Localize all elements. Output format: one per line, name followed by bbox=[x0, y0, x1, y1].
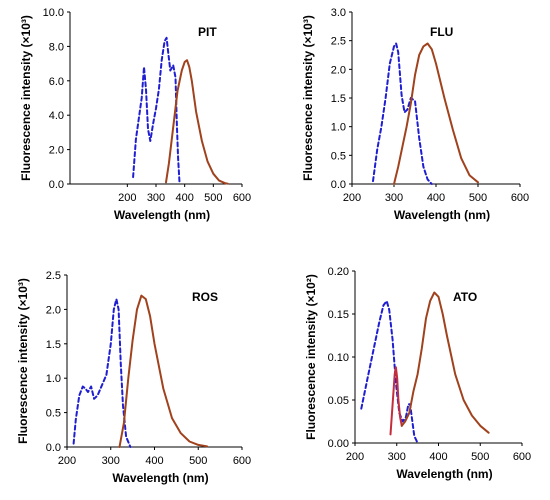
y-axis-label: Fluorescence intensity (×10³) bbox=[16, 278, 30, 444]
x-tick-label: 500 bbox=[189, 455, 207, 467]
x-tick-label: 300 bbox=[102, 455, 120, 467]
y-axis-label: Fluorescence intensity (×10³) bbox=[301, 15, 315, 181]
y-tick-label: 0.0 bbox=[49, 179, 64, 191]
excitation-line-flu bbox=[372, 42, 433, 185]
y-tick-label: 0.20 bbox=[328, 266, 349, 278]
y-axis-label: Fluorescence intensity (×10²) bbox=[304, 274, 318, 440]
x-tick-label: 200 bbox=[346, 451, 364, 463]
y-tick-label: 0.0 bbox=[46, 442, 61, 454]
x-tick-label: 200 bbox=[343, 192, 361, 204]
y-tick-label: 0.15 bbox=[328, 309, 349, 321]
x-tick-label: 600 bbox=[233, 192, 251, 204]
excitation-line-ato bbox=[360, 300, 419, 444]
x-tick-label: 600 bbox=[511, 192, 529, 204]
y-tick-label: 2.0 bbox=[46, 304, 61, 316]
y-tick-label: 1.0 bbox=[46, 373, 61, 385]
x-tick-label: 500 bbox=[469, 192, 487, 204]
y-tick-label: 1.5 bbox=[331, 93, 346, 105]
x-tick-label: 300 bbox=[388, 451, 406, 463]
y-tick-label: 0.05 bbox=[328, 395, 349, 407]
y-tick-label: 1.0 bbox=[331, 122, 346, 134]
excitation-line-ros bbox=[72, 298, 132, 448]
x-axis-label: Wavelength (nm) bbox=[396, 467, 492, 481]
x-tick-label: 300 bbox=[147, 192, 165, 204]
y-tick-label: 2.5 bbox=[46, 270, 61, 282]
y-tick-label: 0.0 bbox=[331, 179, 346, 191]
panel-pit: 0.0 2.0 4.0 6.0 8.0 10.0 200 300 400 500 600 PIT Wav… bbox=[19, 7, 251, 222]
emission-line-ros bbox=[118, 294, 208, 448]
x-tick-label: 500 bbox=[471, 451, 489, 463]
y-tick-label: 0.00 bbox=[328, 438, 349, 450]
y-tick-label: 2.5 bbox=[331, 36, 346, 48]
emission-line-pit bbox=[165, 59, 229, 185]
y-tick-label: 6.0 bbox=[49, 76, 64, 88]
y-tick-label: 2.0 bbox=[49, 145, 64, 157]
panel-title: PIT bbox=[198, 25, 217, 39]
x-tick-label: 400 bbox=[145, 455, 163, 467]
panel-flu: 0.0 0.5 1.0 1.5 2.0 2.5 3.0 200 300 400 500 600 FLU W… bbox=[301, 7, 529, 222]
x-tick-label: 300 bbox=[385, 192, 403, 204]
emission-line-ato-2 bbox=[400, 291, 490, 434]
emission-line-flu bbox=[393, 42, 479, 185]
x-tick-label: 200 bbox=[58, 455, 76, 467]
y-tick-label: 1.5 bbox=[46, 339, 61, 351]
x-axis-label: Wavelength (nm) bbox=[394, 208, 490, 222]
x-tick-label: 200 bbox=[118, 192, 136, 204]
panel-ato: 0.00 0.05 0.10 0.15 0.20 200 300 400 500 600 ATO Wa… bbox=[304, 266, 531, 481]
y-tick-label: 10.0 bbox=[43, 7, 64, 19]
x-tick-label: 400 bbox=[175, 192, 193, 204]
y-tick-label: 0.10 bbox=[328, 352, 349, 364]
x-axis-label: Wavelength (nm) bbox=[114, 208, 210, 222]
x-tick-label: 400 bbox=[427, 192, 445, 204]
panel-title: ROS bbox=[192, 290, 218, 304]
y-tick-label: 4.0 bbox=[49, 110, 64, 122]
x-tick-label: 400 bbox=[429, 451, 447, 463]
panel-title: FLU bbox=[430, 25, 453, 39]
panel-title: ATO bbox=[453, 290, 477, 304]
y-tick-label: 0.5 bbox=[46, 408, 61, 420]
y-tick-label: 2.0 bbox=[331, 64, 346, 76]
x-tick-label: 600 bbox=[233, 455, 251, 467]
y-axis-label: Fluorescence intensity (×10³) bbox=[19, 15, 33, 181]
y-tick-label: 8.0 bbox=[49, 41, 64, 53]
y-tick-label: 0.5 bbox=[331, 150, 346, 162]
x-axis-label: Wavelength (nm) bbox=[112, 471, 208, 485]
x-tick-label: 500 bbox=[204, 192, 222, 204]
emission-line-ato bbox=[389, 366, 403, 436]
panel-ros: 0.0 0.5 1.0 1.5 2.0 2.5 200 300 400 500 600 ROS Wave… bbox=[16, 270, 251, 485]
y-tick-label: 3.0 bbox=[331, 7, 346, 19]
excitation-line-pit bbox=[132, 36, 181, 184]
x-tick-label: 600 bbox=[513, 451, 531, 463]
